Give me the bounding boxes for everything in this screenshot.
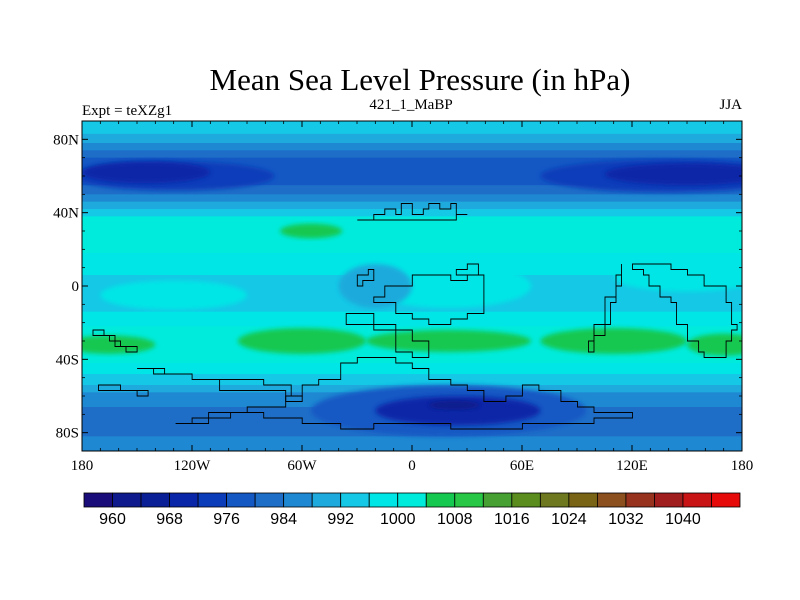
x-tick-label: 120E bbox=[616, 458, 648, 474]
field-band-19 bbox=[82, 436, 742, 451]
field-feature-1 bbox=[82, 161, 211, 184]
y-tick-label: 40N bbox=[53, 206, 79, 222]
y-tick-label: 80S bbox=[56, 426, 79, 442]
x-tick-label: 0 bbox=[408, 458, 416, 474]
field-band-0 bbox=[82, 121, 742, 135]
colorbar-label: 1040 bbox=[665, 511, 701, 528]
field-band-10 bbox=[82, 253, 742, 276]
chart-title: Mean Sea Level Pressure (in hPa) bbox=[210, 62, 631, 97]
colorbar-swatch-2 bbox=[140, 492, 170, 508]
field-feature-3 bbox=[604, 163, 742, 186]
y-tick-label: 40S bbox=[56, 352, 79, 368]
colorbar-swatch-18 bbox=[596, 492, 627, 508]
land-outline-2 bbox=[345, 313, 430, 358]
colorbar-swatch-10 bbox=[368, 492, 399, 508]
colorbar-labels: 960 968 976 984 992 1000 1008 1016 1024 1032 1040 bbox=[99, 511, 701, 528]
y-axis: 80N 40N 0 40S 80S bbox=[53, 132, 742, 442]
colorbar-swatch-12 bbox=[425, 492, 456, 508]
field-feature-16 bbox=[428, 400, 480, 410]
field-band-1 bbox=[82, 133, 742, 144]
land-outline-3 bbox=[175, 357, 633, 430]
field-feature-10 bbox=[366, 264, 532, 308]
season-label: JJA bbox=[719, 97, 742, 113]
colorbar-swatch-8 bbox=[311, 492, 342, 508]
colorbar-swatch-1 bbox=[112, 492, 142, 508]
field-feature-15 bbox=[375, 396, 541, 426]
colorbar-swatch-22 bbox=[711, 492, 741, 508]
colorbar-label: 984 bbox=[270, 511, 297, 528]
colorbar-label: 960 bbox=[99, 511, 126, 528]
colorbar-label: 1016 bbox=[494, 511, 530, 528]
field-feature-7 bbox=[540, 328, 688, 354]
field-band-2 bbox=[82, 143, 742, 151]
colorbar-swatch-17 bbox=[568, 492, 598, 508]
colorbar-swatch-0 bbox=[83, 492, 113, 508]
coastlines bbox=[92, 203, 738, 430]
field-feature-9 bbox=[687, 333, 742, 356]
colorbar-swatch-15 bbox=[511, 492, 541, 508]
field-band-6 bbox=[82, 194, 742, 203]
field-feature-12 bbox=[613, 262, 742, 292]
land-outline-5 bbox=[588, 264, 622, 353]
field-band-3 bbox=[82, 150, 742, 159]
x-axis: 180 120W 60W 0 60E 120E 180 bbox=[71, 121, 754, 474]
y-tick-label: 80N bbox=[53, 132, 79, 148]
pressure-field bbox=[82, 121, 742, 451]
field-feature-6 bbox=[366, 330, 532, 352]
x-tick-label: 60W bbox=[287, 458, 317, 474]
field-feature-11 bbox=[100, 280, 247, 310]
colorbar-label: 976 bbox=[213, 511, 240, 528]
land-outline-1 bbox=[373, 274, 485, 325]
colorbar-swatch-20 bbox=[654, 492, 684, 508]
colorbar-swatch-21 bbox=[682, 492, 712, 508]
land-outline-7 bbox=[92, 329, 138, 353]
x-tick-label: 60E bbox=[510, 458, 534, 474]
colorbar-label: 1000 bbox=[380, 511, 416, 528]
period-label: 421_1_MaBP bbox=[369, 97, 452, 113]
colorbar-label: 1032 bbox=[608, 511, 644, 528]
colorbar-label: 1024 bbox=[551, 511, 587, 528]
field-feature-5 bbox=[237, 328, 367, 354]
colorbar-swatch-14 bbox=[482, 492, 513, 508]
land-outline-0 bbox=[357, 203, 468, 221]
field-feature-4 bbox=[280, 223, 343, 239]
colorbar bbox=[83, 492, 741, 508]
experiment-label: Expt = teXZg1 bbox=[82, 103, 172, 119]
colorbar-swatch-11 bbox=[397, 492, 427, 508]
colorbar-swatch-5 bbox=[226, 492, 256, 508]
land-outline-8 bbox=[98, 384, 149, 397]
colorbar-swatch-16 bbox=[539, 492, 570, 508]
field-band-15 bbox=[82, 374, 742, 386]
field-band-5 bbox=[82, 185, 742, 195]
land-outline-9 bbox=[356, 269, 375, 287]
colorbar-label: 992 bbox=[327, 511, 354, 528]
x-tick-label: 120W bbox=[174, 458, 212, 474]
colorbar-swatch-4 bbox=[197, 492, 228, 508]
colorbar-swatch-6 bbox=[254, 492, 285, 508]
colorbar-swatch-7 bbox=[283, 492, 313, 508]
colorbar-swatch-19 bbox=[625, 492, 655, 508]
field-band-9 bbox=[82, 216, 742, 254]
y-tick-label: 0 bbox=[72, 279, 80, 295]
land-outline-6 bbox=[632, 263, 738, 358]
land-outline-4 bbox=[137, 368, 303, 402]
colorbar-swatch-3 bbox=[169, 492, 199, 508]
land-outline-10 bbox=[455, 263, 479, 276]
colorbar-swatch-9 bbox=[340, 492, 370, 508]
x-tick-label: 180 bbox=[731, 458, 754, 474]
x-tick-label: 180 bbox=[71, 458, 94, 474]
colorbar-swatch-13 bbox=[454, 492, 484, 508]
colorbar-label: 1008 bbox=[437, 511, 473, 528]
colorbar-label: 968 bbox=[156, 511, 183, 528]
